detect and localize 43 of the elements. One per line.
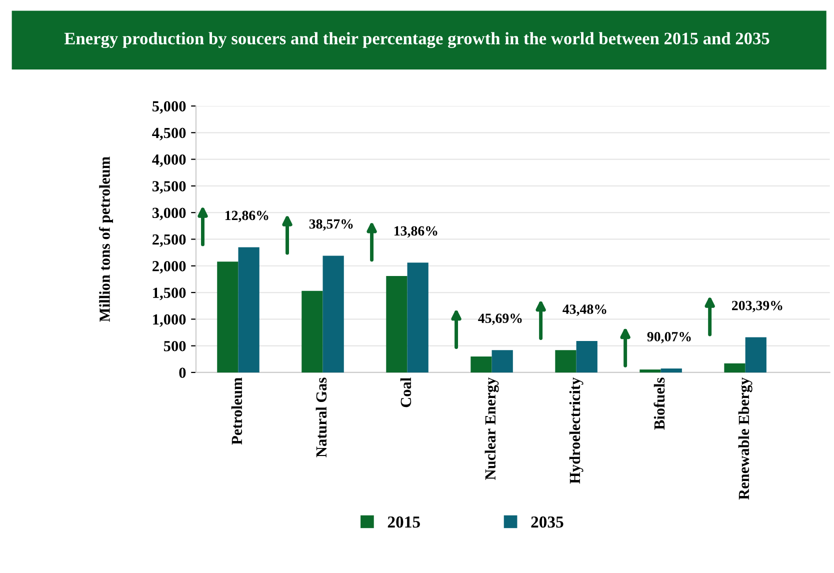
bar [492,350,513,372]
y-tick-label: 2,500 [152,234,186,247]
x-tick-label: Nuclear Energy [484,377,499,480]
bar [745,337,766,372]
y-axis-title: Million tons of petroleum [98,156,114,322]
bar [640,370,661,372]
bar [470,356,492,372]
y-tick-label: 4,500 [152,128,186,140]
bar [302,290,323,372]
bar [555,350,576,372]
annotation: 43,48% [562,304,606,316]
chart-title: Energy production by soucers and their percentage growth in the world between 2015 and 2035 [64,32,770,48]
legend-label: 2035 [531,516,564,528]
y-tick-label: 3,500 [152,181,186,194]
annotation: 90,07% [647,332,691,344]
x-tick-label: Hydroelectricity [569,377,584,484]
y-tick-label: 4,000 [152,154,186,167]
bar [576,341,598,372]
annotation: 38,57% [309,219,353,231]
annotation: 45,69% [478,314,522,326]
y-tick-label: 3,000 [152,208,186,220]
bar [238,247,260,372]
bar [386,276,408,372]
y-tick-label: 5,000 [152,101,186,114]
y-tick-label: 2,000 [152,261,186,274]
x-tick-label: Natural Gas [316,378,327,458]
x-tick-label: Biofuels [654,378,665,430]
y-tick-label: 500 [164,340,186,352]
bar [322,256,344,372]
annotation: 13,86% [394,226,438,238]
annotation: 12,86% [225,210,268,222]
annotation: 203,39% [732,300,782,312]
x-tick-label: Petroleum [231,378,242,445]
legend-label: 2015 [388,516,420,528]
y-tick-label: 1,000 [153,314,186,327]
bar [407,262,428,372]
bar [724,363,746,372]
y-tick-label: 0 [179,368,186,378]
bar [217,262,238,372]
bar [660,368,682,372]
x-tick-label: Coal [400,378,412,408]
y-tick-label: 1,500 [153,288,186,300]
x-tick-label: Renewable Ebergy [738,377,752,500]
